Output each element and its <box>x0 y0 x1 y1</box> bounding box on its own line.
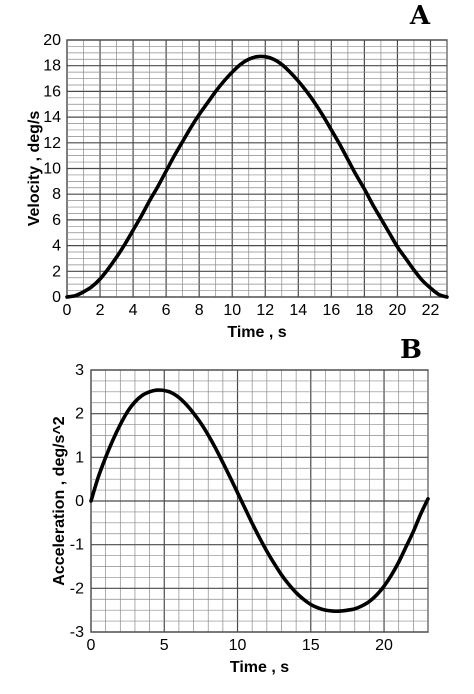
y-tick-label: 0 <box>52 289 61 306</box>
x-tick-label: 15 <box>302 637 320 654</box>
x-tick-label: 5 <box>160 637 169 654</box>
panel-a-x-tick-labels: 0 2 4 6 8 10 12 14 16 18 20 22 <box>63 302 440 319</box>
panel-b-y-axis-label: Acceleration , deg/s^2 <box>51 416 68 586</box>
panel-a-x-axis-label: Time , s <box>227 324 286 341</box>
x-tick-label: 10 <box>223 302 241 319</box>
velocity-curve <box>65 54 449 299</box>
y-tick-label: 1 <box>75 449 84 466</box>
y-tick-label: 3 <box>75 362 84 379</box>
panel-a-velocity-chart: 0 2 4 6 8 10 12 14 16 18 20 22 0 2 4 6 8 10 12 14 16 18 20 Ti… <box>26 1 449 341</box>
x-tick-label: 20 <box>375 637 393 654</box>
panel-a-grid <box>66 39 448 298</box>
y-tick-label: 6 <box>52 212 61 229</box>
y-tick-label: 20 <box>43 32 61 49</box>
x-tick-label: 10 <box>229 637 247 654</box>
x-tick-label: 16 <box>322 302 340 319</box>
panel-a-y-axis-label: Velocity , deg/s <box>26 111 43 227</box>
panel-b-grid <box>90 369 429 633</box>
panel-a-letter: A <box>409 1 431 31</box>
y-tick-label: -2 <box>70 580 84 597</box>
y-tick-label: -1 <box>70 537 84 554</box>
x-tick-label: 4 <box>129 302 138 319</box>
panel-b-x-tick-labels: 0 5 10 15 20 <box>87 637 393 654</box>
x-tick-label: 14 <box>289 302 307 319</box>
panel-b-x-axis-label: Time , s <box>230 659 289 676</box>
x-tick-label: 8 <box>195 302 204 319</box>
y-tick-label: 10 <box>43 161 61 178</box>
x-tick-label: 20 <box>389 302 407 319</box>
x-tick-label: 12 <box>256 302 274 319</box>
y-tick-label: 14 <box>43 109 61 126</box>
y-tick-label: 18 <box>43 58 61 75</box>
panel-a-y-tick-labels: 0 2 4 6 8 10 12 14 16 18 20 <box>43 32 61 306</box>
y-tick-label: 16 <box>43 83 61 100</box>
acceleration-curve <box>89 388 430 613</box>
panel-b-y-tick-labels: -3 -2 -1 0 1 2 3 <box>70 362 84 641</box>
x-tick-label: 0 <box>63 302 72 319</box>
y-tick-label: 4 <box>52 238 61 255</box>
x-tick-label: 22 <box>422 302 440 319</box>
x-tick-label: 6 <box>162 302 171 319</box>
y-tick-label: 12 <box>43 135 61 152</box>
x-tick-label: 0 <box>87 637 96 654</box>
x-tick-label: 2 <box>96 302 105 319</box>
x-tick-label: 18 <box>355 302 373 319</box>
y-tick-label: 2 <box>52 263 61 280</box>
y-tick-label: 2 <box>75 406 84 423</box>
panel-b-acceleration-chart: 0 5 10 15 20 -3 -2 -1 0 1 2 3 Time , s Acceleratio… <box>51 335 430 676</box>
y-tick-label: -3 <box>70 624 84 641</box>
y-tick-label: 8 <box>52 186 61 203</box>
y-tick-label: 0 <box>75 493 84 510</box>
panel-b-letter: B <box>400 335 422 365</box>
